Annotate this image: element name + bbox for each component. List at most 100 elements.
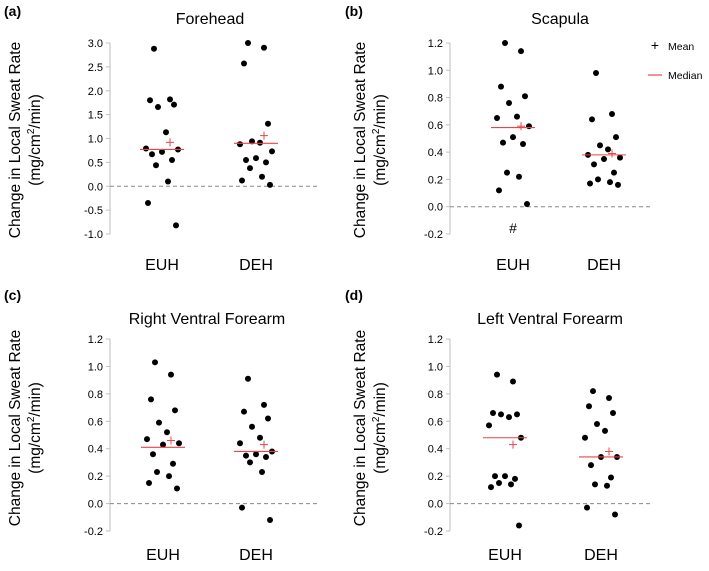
x-category-label-euh: EUH bbox=[146, 547, 180, 564]
data-point-euh bbox=[514, 113, 520, 120]
data-point-deh bbox=[263, 159, 269, 166]
data-point-euh bbox=[506, 414, 512, 421]
y-tick-label: 0.2 bbox=[88, 471, 103, 483]
panel-label: (d) bbox=[345, 287, 363, 303]
chart-title: Left Ventral Forearm bbox=[477, 311, 623, 328]
y-axis-unit-label: (mg/cm2/min) bbox=[26, 94, 44, 186]
data-point-deh bbox=[593, 70, 599, 77]
y-tick-label: 0.6 bbox=[88, 416, 103, 428]
axes: 1.2 1.0 0.8 0.6 0.4 0.2 0.0 -0.2 bbox=[424, 38, 650, 241]
y-axis-unit-label: (mg/cm2/min) bbox=[26, 382, 44, 474]
y-tick-label: 1.5 bbox=[88, 110, 103, 122]
data-point-euh bbox=[164, 429, 170, 436]
data-point-deh bbox=[611, 169, 617, 176]
chart-title: Forehead bbox=[176, 11, 245, 28]
data-point-deh bbox=[615, 181, 621, 188]
x-category-label-euh: EUH bbox=[488, 547, 522, 564]
y-tick-label: 0.8 bbox=[88, 389, 103, 401]
data-point-euh bbox=[152, 359, 158, 366]
data-point-euh bbox=[159, 148, 165, 155]
y-tick-label: 0.8 bbox=[428, 93, 443, 105]
y-tick-label: -0.2 bbox=[84, 526, 103, 538]
y-tick-label: -0.2 bbox=[424, 229, 443, 241]
data-point-euh bbox=[524, 200, 530, 207]
y-tick-label: -1.0 bbox=[84, 229, 103, 241]
unit-suffix: /min) bbox=[27, 382, 44, 416]
x-category-label-deh: DEH bbox=[239, 547, 273, 564]
y-tick-label: 1.0 bbox=[428, 65, 443, 77]
data-point-deh bbox=[608, 474, 614, 481]
chart-title: Scapula bbox=[531, 11, 589, 28]
data-point-euh bbox=[166, 473, 172, 480]
data-point-euh bbox=[502, 40, 508, 46]
summary-markers bbox=[483, 437, 623, 458]
data-point-deh bbox=[612, 511, 618, 518]
panel-forehead: (a) Forehead Change in Local Sweat Rate … bbox=[4, 3, 318, 274]
data-point-deh bbox=[261, 44, 267, 51]
data-point-deh bbox=[247, 165, 253, 172]
data-point-euh bbox=[147, 97, 153, 104]
x-category-label-deh: DEH bbox=[587, 257, 621, 274]
panel-left-ventral-forearm: (d) Left Ventral Forearm Change in Local… bbox=[345, 287, 650, 564]
panel-label: (b) bbox=[345, 3, 363, 19]
data-point-deh bbox=[594, 421, 600, 428]
y-tick-label: 0.4 bbox=[428, 444, 443, 456]
superscript-2: 2 bbox=[26, 416, 37, 422]
data-point-deh bbox=[259, 469, 265, 476]
data-point-deh bbox=[604, 482, 610, 489]
data-point-deh bbox=[617, 154, 623, 161]
data-point-euh bbox=[170, 460, 176, 467]
data-point-deh bbox=[265, 120, 271, 127]
data-points bbox=[494, 40, 623, 207]
data-point-euh bbox=[496, 187, 502, 194]
data-point-deh bbox=[265, 415, 271, 422]
panel-label: (a) bbox=[4, 3, 21, 19]
chart-title: Right Ventral Forearm bbox=[129, 311, 286, 328]
data-point-deh bbox=[259, 173, 265, 180]
y-tick-label: 2.5 bbox=[88, 62, 103, 74]
unit-suffix: /min) bbox=[372, 382, 389, 416]
y-tick-label: 0.2 bbox=[428, 471, 443, 483]
y-tick-label: 0.5 bbox=[88, 157, 103, 169]
y-axis-unit-label: (mg/cm2/min) bbox=[371, 382, 389, 474]
data-point-euh bbox=[156, 419, 162, 426]
data-point-deh bbox=[261, 401, 267, 408]
x-category-label-euh: EUH bbox=[496, 257, 530, 274]
data-point-deh bbox=[582, 434, 588, 441]
mean-marker-deh bbox=[260, 440, 268, 449]
y-tick-label: 0.0 bbox=[428, 499, 443, 511]
data-point-euh bbox=[486, 422, 492, 429]
y-axis-label: Change in Local Sweat Rate bbox=[7, 330, 24, 526]
data-point-euh bbox=[490, 410, 496, 417]
data-points bbox=[144, 359, 275, 524]
data-point-deh bbox=[610, 410, 616, 417]
data-point-deh bbox=[606, 394, 612, 401]
x-category-label-deh: DEH bbox=[584, 547, 618, 564]
data-point-euh bbox=[144, 436, 150, 443]
data-point-deh bbox=[587, 180, 593, 187]
data-point-euh bbox=[516, 522, 522, 529]
data-point-deh bbox=[607, 179, 613, 186]
summary-markers bbox=[140, 131, 278, 151]
x-category-label-euh: EUH bbox=[145, 257, 179, 274]
data-point-deh bbox=[588, 462, 594, 469]
y-axis-label: Change in Local Sweat Rate bbox=[7, 42, 24, 238]
y-axis-label: Change in Local Sweat Rate bbox=[352, 330, 369, 526]
y-axis-label: Change in Local Sweat Rate bbox=[352, 42, 369, 238]
data-point-euh bbox=[520, 140, 526, 147]
data-point-deh bbox=[595, 176, 601, 183]
y-tick-label: 0.8 bbox=[428, 389, 443, 401]
data-point-deh bbox=[589, 116, 595, 123]
data-point-euh bbox=[502, 473, 508, 480]
y-tick-label: 1.2 bbox=[428, 38, 443, 50]
data-point-euh bbox=[494, 115, 500, 122]
y-tick-label: 3.0 bbox=[88, 38, 103, 50]
summary-markers bbox=[141, 436, 278, 453]
mean-marker-euh bbox=[509, 440, 517, 449]
y-tick-label: 2.0 bbox=[88, 86, 103, 98]
panel-label: (c) bbox=[4, 287, 21, 303]
data-point-euh bbox=[512, 475, 518, 482]
unit-suffix: /min) bbox=[27, 94, 44, 128]
data-point-euh bbox=[492, 473, 498, 480]
